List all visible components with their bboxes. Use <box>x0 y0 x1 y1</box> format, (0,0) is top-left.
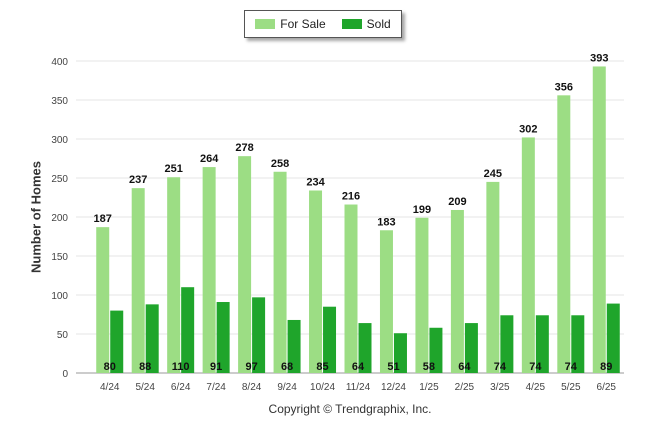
x-tick-label: 8/24 <box>242 382 262 393</box>
data-label-sold: 51 <box>387 361 399 373</box>
data-label-for-sale: 258 <box>271 158 289 170</box>
data-label-sold: 88 <box>139 361 151 373</box>
chart-legend: For Sale Sold <box>244 10 402 38</box>
data-label-sold: 85 <box>316 361 328 373</box>
y-tick-label: 150 <box>51 252 68 263</box>
data-label-for-sale: 302 <box>519 123 537 135</box>
x-tick-label: 4/24 <box>100 382 120 393</box>
data-label-for-sale: 356 <box>555 81 573 93</box>
legend-swatch-for-sale <box>255 19 276 29</box>
data-label-sold: 80 <box>104 361 116 373</box>
bar-sold <box>252 297 266 373</box>
x-tick-label: 5/25 <box>561 382 581 393</box>
bar-for-sale <box>486 181 500 373</box>
data-label-for-sale: 264 <box>200 153 219 165</box>
bar-sold <box>145 304 159 373</box>
data-label-for-sale: 237 <box>129 174 147 186</box>
data-label-sold: 110 <box>172 361 190 373</box>
x-tick-label: 7/24 <box>206 382 226 393</box>
bar-for-sale <box>592 66 606 374</box>
bar-for-sale <box>415 217 429 373</box>
data-label-sold: 74 <box>529 361 542 373</box>
x-tick-label: 10/24 <box>310 382 335 393</box>
y-tick-label: 300 <box>51 135 68 146</box>
bar-for-sale <box>344 204 358 373</box>
bar-sold <box>216 302 230 373</box>
x-tick-label: 3/25 <box>490 382 510 393</box>
legend-item-sold[interactable]: Sold <box>341 17 391 31</box>
bar-sold <box>358 323 372 373</box>
bar-sold <box>429 327 443 373</box>
x-tick-label: 5/24 <box>135 382 155 393</box>
y-tick-label: 400 <box>51 57 68 68</box>
data-label-for-sale: 199 <box>413 204 431 216</box>
legend-label-sold: Sold <box>366 17 391 31</box>
data-label-for-sale: 278 <box>235 142 253 154</box>
legend-swatch-sold <box>341 19 362 29</box>
bar-for-sale <box>557 95 571 373</box>
bar-sold <box>606 303 620 373</box>
data-label-sold: 68 <box>281 361 293 373</box>
bar-sold <box>500 315 514 373</box>
data-label-for-sale: 393 <box>590 52 608 64</box>
data-label-sold: 64 <box>458 361 471 373</box>
data-label-for-sale: 234 <box>306 176 325 188</box>
x-tick-label: 6/24 <box>171 382 191 393</box>
y-tick-label: 200 <box>51 213 68 224</box>
y-tick-label: 50 <box>57 330 69 341</box>
bar-for-sale <box>273 171 287 373</box>
y-tick-label: 0 <box>62 369 68 380</box>
bar-sold <box>323 306 337 373</box>
x-tick-label: 6/25 <box>597 382 617 393</box>
data-label-for-sale: 187 <box>94 213 112 225</box>
bar-for-sale <box>309 190 323 373</box>
y-tick-label: 350 <box>51 96 68 107</box>
bar-for-sale <box>379 230 393 373</box>
data-label-sold: 89 <box>600 361 612 373</box>
data-label-sold: 91 <box>210 361 222 373</box>
x-tick-label: 2/25 <box>455 382 475 393</box>
y-tick-label: 250 <box>51 174 68 185</box>
bar-for-sale <box>131 188 145 373</box>
data-label-sold: 64 <box>352 361 365 373</box>
bar-for-sale <box>450 209 464 373</box>
bar-sold <box>571 315 585 373</box>
bar-for-sale <box>167 177 181 373</box>
x-tick-label: 12/24 <box>381 382 406 393</box>
legend-label-for-sale: For Sale <box>280 17 326 31</box>
x-tick-label: 4/25 <box>526 382 546 393</box>
data-label-for-sale: 245 <box>484 168 502 180</box>
bar-sold <box>464 323 478 373</box>
bar-sold <box>393 333 407 373</box>
data-label-for-sale: 251 <box>164 163 182 175</box>
x-tick-label: 11/24 <box>346 382 371 393</box>
data-label-sold: 58 <box>423 361 435 373</box>
bar-sold <box>110 310 124 373</box>
bar-for-sale <box>521 137 535 373</box>
data-label-sold: 74 <box>565 361 578 373</box>
x-tick-label: 9/24 <box>277 382 297 393</box>
copyright-text: Copyright © Trendgraphix, Inc. <box>268 402 432 416</box>
y-tick-label: 100 <box>51 291 68 302</box>
bar-for-sale <box>238 156 252 373</box>
bar-sold <box>535 315 549 373</box>
data-label-sold: 97 <box>245 361 257 373</box>
data-label-sold: 74 <box>494 361 507 373</box>
bar-sold <box>287 319 301 373</box>
bar-sold <box>181 287 195 373</box>
bar-for-sale <box>96 227 110 373</box>
legend-item-for-sale[interactable]: For Sale <box>255 17 326 31</box>
data-label-for-sale: 209 <box>448 196 466 208</box>
x-tick-label: 1/25 <box>419 382 439 393</box>
bar-for-sale <box>202 167 216 373</box>
data-label-for-sale: 216 <box>342 191 360 203</box>
data-label-for-sale: 183 <box>377 216 395 228</box>
